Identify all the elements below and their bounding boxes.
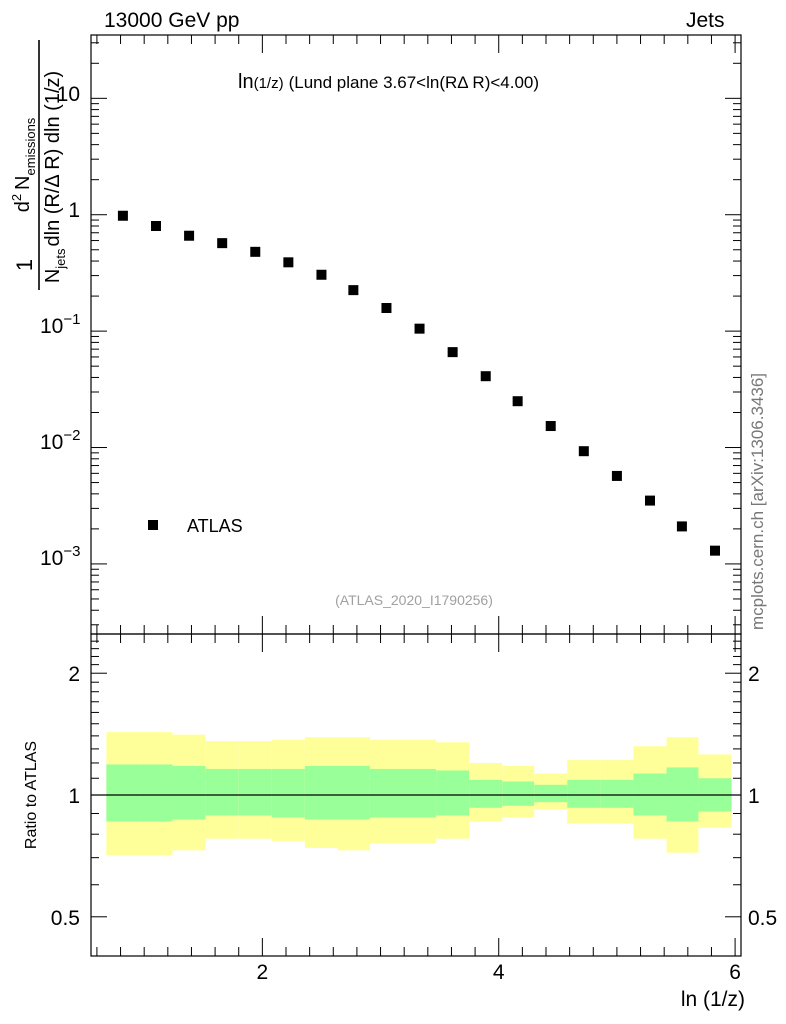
ratio-y-tick-label-right: 0.5 xyxy=(748,907,777,930)
y-axis-label-main: 1 d2 Nemissions Njetsdln (R/Δ R) dln (1/z… xyxy=(9,40,68,290)
title-rest: (Lund plane 3.67<ln(RΔ R)<4.00) xyxy=(289,73,539,92)
ratio-inner-band-bin xyxy=(205,768,239,816)
ratio-inner-band-bin xyxy=(469,779,503,808)
ratio-inner-band-bin xyxy=(304,765,338,820)
data-point xyxy=(117,210,128,221)
data-point xyxy=(611,470,622,481)
data-point xyxy=(414,323,425,334)
ratio-axis-ticks xyxy=(91,634,741,956)
y-tick-exp-1e-2: −2 xyxy=(63,427,80,444)
data-point xyxy=(480,371,491,382)
y-label-d: d xyxy=(12,201,34,212)
ratio-bands xyxy=(106,732,732,856)
ratio-tick-labels: 0.5 0.5 1 1 2 2 2 4 6 xyxy=(51,663,777,984)
data-point xyxy=(283,257,294,268)
y-tick-base-1e-1: 10 xyxy=(40,315,63,338)
y-tick-label-10: 10 xyxy=(57,83,80,106)
ratio-panel-frame xyxy=(90,633,742,957)
data-point xyxy=(447,347,458,358)
data-point xyxy=(545,421,556,432)
ratio-y-tick-label-left: 1 xyxy=(68,785,80,808)
y-tick-exp-1e-1: −1 xyxy=(63,311,80,328)
ratio-inner-band-bin xyxy=(600,779,634,808)
data-point xyxy=(381,303,392,314)
x-tick-label: 4 xyxy=(493,961,505,984)
x-tick-label: 6 xyxy=(729,961,741,984)
y-label-emissions: emissions xyxy=(23,117,38,175)
y-tick-label-1e-1: 10−1 xyxy=(40,311,80,338)
ratio-inner-band-bin xyxy=(139,764,173,822)
ratio-inner-band-bin xyxy=(238,768,272,816)
y-tick-base-1e-3: 10 xyxy=(40,547,63,570)
header-energy-label: 13000 GeV pp xyxy=(104,9,240,32)
data-point xyxy=(217,238,228,249)
ratio-y-tick-label-left: 0.5 xyxy=(51,907,80,930)
main-panel-frame xyxy=(90,34,742,635)
title-main: ln xyxy=(238,71,254,93)
data-point xyxy=(250,246,261,257)
y-tick-labels-main: 10 1 10−1 10−2 10−3 xyxy=(40,83,80,570)
y-tick-label-1e-2: 10−2 xyxy=(40,427,80,454)
data-point xyxy=(184,230,195,241)
y-label-njets: N xyxy=(42,269,64,283)
data-point xyxy=(710,545,720,556)
legend-label-atlas: ATLAS xyxy=(187,516,243,536)
data-point xyxy=(151,221,161,232)
y-label-numerator: d2 Nemissions xyxy=(9,117,38,212)
y-label-sup: 2 xyxy=(9,194,24,201)
data-point xyxy=(676,521,687,532)
ratio-inner-band-bin xyxy=(567,779,601,808)
analysis-watermark: (ATLAS_2020_I1790256) xyxy=(335,592,493,608)
y-tick-exp-1e-3: −3 xyxy=(63,543,80,560)
ratio-y-tick-label-right: 1 xyxy=(748,785,760,808)
x-tick-label: 2 xyxy=(257,961,269,984)
y-label-one: 1 xyxy=(12,259,37,271)
ratio-y-axis-label: Ratio to ATLAS xyxy=(23,741,40,849)
y-label-den-rest: dln (R/Δ R) dln (1/z) xyxy=(42,71,64,247)
ratio-inner-band-bin xyxy=(436,770,470,816)
data-point xyxy=(512,396,523,407)
ratio-inner-band-bin xyxy=(271,768,305,818)
y-tick-label-1e-3: 10−3 xyxy=(40,543,80,570)
y-label-jets: jets xyxy=(53,248,68,270)
main-title: ln(1/z) (Lund plane 3.67<ln(RΔ R)<4.00) xyxy=(238,71,539,93)
y-tick-label-1: 1 xyxy=(68,199,80,222)
y-label-denominator: Njetsdln (R/Δ R) dln (1/z) xyxy=(42,71,68,283)
ratio-inner-band-bin xyxy=(369,768,403,818)
ratio-y-tick-label-right: 2 xyxy=(748,663,760,686)
y-label-n: N xyxy=(12,175,34,189)
y-tick-base-1e-2: 10 xyxy=(40,431,63,454)
legend-marker-atlas xyxy=(148,520,158,530)
main-axis-ticks xyxy=(91,35,741,634)
title-sub: (1/z) xyxy=(254,75,284,92)
data-point xyxy=(348,285,359,296)
ratio-inner-band-bin xyxy=(502,781,535,806)
x-axis-label: ln (1/z) xyxy=(681,988,745,1011)
data-point xyxy=(645,495,655,506)
ratio-inner-band-bin xyxy=(172,765,206,820)
ratio-inner-band-bin xyxy=(106,764,140,822)
atlas-data-points xyxy=(117,210,720,556)
data-point xyxy=(578,446,589,457)
ratio-y-tick-label-left: 2 xyxy=(68,663,80,686)
ratio-inner-band-bin xyxy=(534,784,568,803)
ratio-inner-band-bin xyxy=(338,765,370,820)
data-point xyxy=(316,269,327,280)
ratio-inner-band-bin xyxy=(403,768,437,818)
header-process-label: Jets xyxy=(686,9,725,32)
legend: ATLAS xyxy=(148,516,243,536)
